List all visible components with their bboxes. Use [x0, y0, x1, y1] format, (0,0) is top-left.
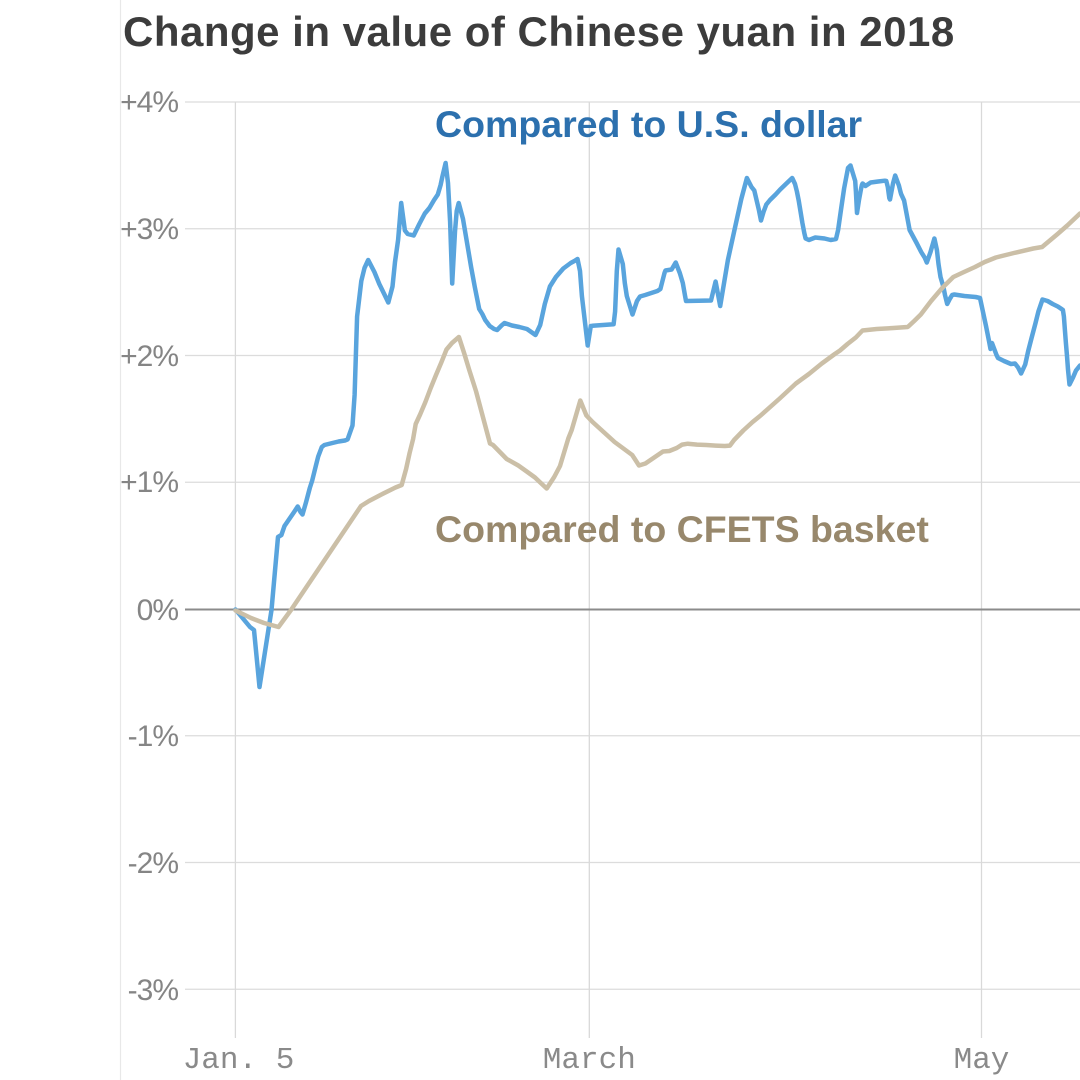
- svg-text:-2%: -2%: [128, 847, 179, 880]
- svg-text:May: May: [954, 1043, 1010, 1078]
- svg-text:-1%: -1%: [128, 720, 179, 753]
- svg-text:+3%: +3%: [120, 213, 178, 246]
- svg-text:Compared to U.S. dollar: Compared to U.S. dollar: [435, 103, 863, 145]
- svg-text:Jan. 5: Jan. 5: [183, 1043, 295, 1078]
- svg-text:-3%: -3%: [128, 974, 179, 1007]
- svg-text:+4%: +4%: [120, 86, 178, 119]
- svg-text:+1%: +1%: [120, 466, 178, 499]
- svg-text:Change in value of Chinese yua: Change in value of Chinese yuan in 2018: [123, 8, 955, 55]
- svg-text:March: March: [543, 1043, 636, 1078]
- svg-text:+2%: +2%: [120, 340, 178, 373]
- svg-text:Compared to CFETS basket: Compared to CFETS basket: [435, 508, 929, 550]
- svg-text:0%: 0%: [137, 594, 179, 627]
